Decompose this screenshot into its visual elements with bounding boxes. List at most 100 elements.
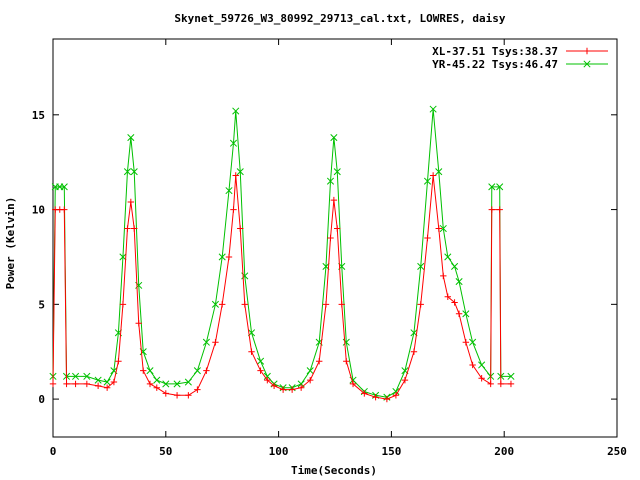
data-point bbox=[61, 206, 68, 213]
data-point bbox=[72, 380, 79, 388]
data-point bbox=[184, 378, 192, 386]
data-point bbox=[103, 384, 111, 391]
data-point bbox=[162, 390, 169, 397]
data-point bbox=[173, 392, 181, 399]
legend-label: XL-37.51 Tsys:38.37 bbox=[432, 45, 558, 58]
data-point bbox=[110, 378, 118, 386]
x-tick-label: 0 bbox=[50, 445, 57, 458]
data-point bbox=[248, 348, 255, 355]
data-point bbox=[338, 301, 345, 308]
data-point bbox=[440, 272, 447, 280]
data-point bbox=[225, 187, 233, 195]
data-point bbox=[123, 168, 132, 176]
x-axis: 0 50 100 150 200 250 bbox=[50, 39, 627, 458]
data-point bbox=[401, 376, 409, 384]
data-point bbox=[455, 278, 463, 286]
data-point bbox=[392, 392, 400, 399]
y-tick-label: 10 bbox=[32, 204, 45, 217]
data-point bbox=[507, 380, 515, 388]
data-point bbox=[83, 380, 91, 388]
x-tick-label: 100 bbox=[269, 445, 289, 458]
data-point bbox=[497, 380, 505, 388]
data-point bbox=[478, 375, 485, 382]
data-point bbox=[462, 310, 470, 318]
y-tick-label: 0 bbox=[38, 393, 45, 406]
data-point bbox=[225, 253, 233, 261]
series bbox=[49, 172, 515, 403]
data-point bbox=[264, 376, 271, 384]
data-point bbox=[469, 338, 477, 346]
data-point bbox=[330, 196, 338, 204]
data-point bbox=[417, 301, 424, 308]
data-point bbox=[279, 386, 287, 393]
y-tick-label: 5 bbox=[38, 298, 45, 311]
data-point bbox=[487, 380, 494, 388]
data-point bbox=[146, 380, 154, 388]
data-point bbox=[72, 372, 80, 380]
data-point bbox=[372, 394, 379, 401]
data-point bbox=[49, 380, 57, 388]
data-point bbox=[130, 168, 138, 176]
data-point bbox=[424, 234, 431, 242]
plot-frame bbox=[52, 38, 618, 438]
data-point bbox=[488, 206, 495, 213]
data-point bbox=[103, 378, 111, 386]
data-point bbox=[496, 206, 503, 213]
data-point bbox=[194, 386, 201, 393]
data-point bbox=[203, 367, 210, 374]
data-point bbox=[241, 301, 248, 308]
data-point bbox=[232, 107, 240, 115]
data-point bbox=[349, 380, 357, 388]
data-point bbox=[257, 367, 264, 374]
data-point bbox=[462, 339, 470, 346]
x-tick-label: 50 bbox=[159, 445, 172, 458]
x-tick-label: 150 bbox=[381, 445, 401, 458]
data-point bbox=[173, 380, 181, 388]
chart-title: Skynet_59726_W3_80992_29713_cal.txt, LOW… bbox=[174, 12, 506, 25]
data-point bbox=[94, 382, 102, 390]
data-point bbox=[333, 168, 341, 176]
data-point bbox=[153, 376, 161, 384]
data-point bbox=[451, 262, 459, 270]
data-point bbox=[135, 320, 142, 327]
data-point bbox=[162, 380, 170, 388]
data-point bbox=[444, 293, 451, 300]
data-point bbox=[306, 376, 314, 384]
data-point bbox=[496, 183, 504, 191]
data-point bbox=[94, 376, 102, 384]
data-point bbox=[185, 392, 192, 399]
data-point bbox=[383, 395, 391, 403]
data-point bbox=[326, 177, 335, 185]
data-point bbox=[410, 348, 418, 355]
data-point bbox=[63, 380, 70, 388]
data-point bbox=[83, 372, 91, 380]
data-point bbox=[343, 357, 350, 365]
data-point bbox=[236, 168, 244, 176]
data-point bbox=[469, 361, 476, 369]
data-point bbox=[270, 382, 278, 390]
data-point bbox=[146, 367, 154, 375]
data-point bbox=[202, 338, 210, 346]
data-point bbox=[232, 172, 239, 179]
data-point bbox=[327, 234, 334, 242]
data-point bbox=[115, 357, 122, 365]
data-point bbox=[392, 387, 400, 396]
data-point bbox=[455, 310, 463, 318]
x-axis-label: Time(Seconds) bbox=[291, 464, 377, 477]
data-point bbox=[417, 262, 425, 270]
data-point bbox=[288, 386, 296, 393]
data-point bbox=[60, 183, 68, 191]
data-point bbox=[140, 367, 147, 374]
data-point bbox=[435, 225, 442, 232]
data-point bbox=[306, 367, 314, 375]
data-point bbox=[127, 198, 135, 206]
data-point bbox=[583, 60, 591, 68]
data-point bbox=[444, 253, 452, 261]
data-point bbox=[478, 361, 486, 369]
data-point bbox=[263, 372, 271, 380]
data-point bbox=[229, 139, 238, 147]
data-point bbox=[119, 253, 127, 261]
